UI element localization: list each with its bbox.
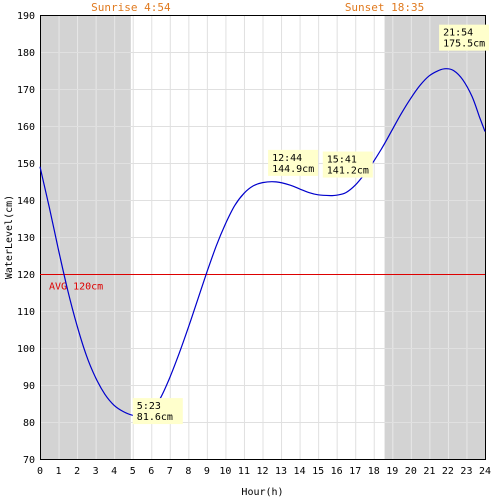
y-tick-label: 190 [17, 11, 35, 22]
x-tick-label: 23 [460, 466, 472, 477]
x-tick-label: 1 [56, 466, 62, 477]
x-tick-label: 19 [386, 466, 398, 477]
x-tick-label: 8 [185, 466, 191, 477]
y-tick-label: 80 [23, 418, 35, 429]
x-tick-label: 7 [167, 466, 173, 477]
x-tick-label: 14 [294, 466, 306, 477]
y-tick-label: 120 [17, 270, 35, 281]
x-tick-label: 6 [148, 466, 154, 477]
y-tick-label: 100 [17, 344, 35, 355]
x-tick-label: 9 [204, 466, 210, 477]
annotation-box [132, 398, 183, 425]
sunrise-label: Sunrise 4:54 [91, 1, 171, 14]
x-tick-label: 24 [479, 466, 491, 477]
water-level-line [39, 68, 486, 417]
x-tick-label: 4 [111, 466, 117, 477]
annotation-value: 175.5cm [443, 39, 485, 50]
annotation-value: 144.9cm [272, 164, 314, 175]
annotation-box [268, 149, 319, 176]
x-tick-label: 3 [93, 466, 99, 477]
y-tick-label: 70 [23, 455, 35, 466]
y-tick-label: 160 [17, 122, 35, 133]
annotation-time: 15:41 [327, 155, 357, 166]
tick-labels: 0 1 2 3 4 5 6 7 8 9 10 11 12 13 14 15 16 17 18 19 20 21 22 23 24… [17, 11, 491, 477]
x-tick-label: 12 [256, 466, 268, 477]
x-tick-label: 21 [423, 466, 435, 477]
x-tick-label: 18 [368, 466, 380, 477]
annotation-value: 81.6cm [137, 412, 173, 423]
x-tick-label: 10 [219, 466, 231, 477]
y-tick-label: 180 [17, 48, 35, 59]
y-tick-label: 140 [17, 196, 35, 207]
x-tick-label: 16 [331, 466, 343, 477]
x-tick-label: 11 [238, 466, 250, 477]
average-label: AVG 120cm [49, 282, 103, 293]
annotation-box [322, 151, 373, 178]
y-axis-title: WaterLevel(cm) [4, 195, 15, 279]
sunset-label: Sunset 18:35 [345, 1, 424, 14]
x-tick-label: 20 [405, 466, 417, 477]
x-tick-label: 22 [442, 466, 454, 477]
grid [40, 15, 486, 460]
plot-frame [40, 15, 486, 460]
y-tick-label: 130 [17, 233, 35, 244]
annotation-time: 21:54 [443, 28, 473, 39]
y-tick-label: 150 [17, 159, 35, 170]
x-tick-label: 13 [275, 466, 287, 477]
x-axis-title: Hour(h) [241, 487, 283, 498]
annotation-value: 141.2cm [327, 166, 369, 177]
y-tick-label: 90 [23, 381, 35, 392]
y-tick-label: 170 [17, 85, 35, 96]
annotation-time: 5:23 [137, 401, 161, 412]
x-tick-label: 0 [37, 466, 43, 477]
annotations: 5:2381.6cm12:44144.9cm15:41141.2cm21:541… [132, 24, 490, 425]
annotation-box [439, 24, 490, 51]
annotation-time: 12:44 [272, 153, 302, 164]
x-tick-label: 15 [312, 466, 324, 477]
x-tick-label: 17 [349, 466, 361, 477]
x-tick-label: 5 [130, 466, 136, 477]
y-tick-label: 110 [17, 307, 35, 318]
x-tick-label: 2 [74, 466, 80, 477]
